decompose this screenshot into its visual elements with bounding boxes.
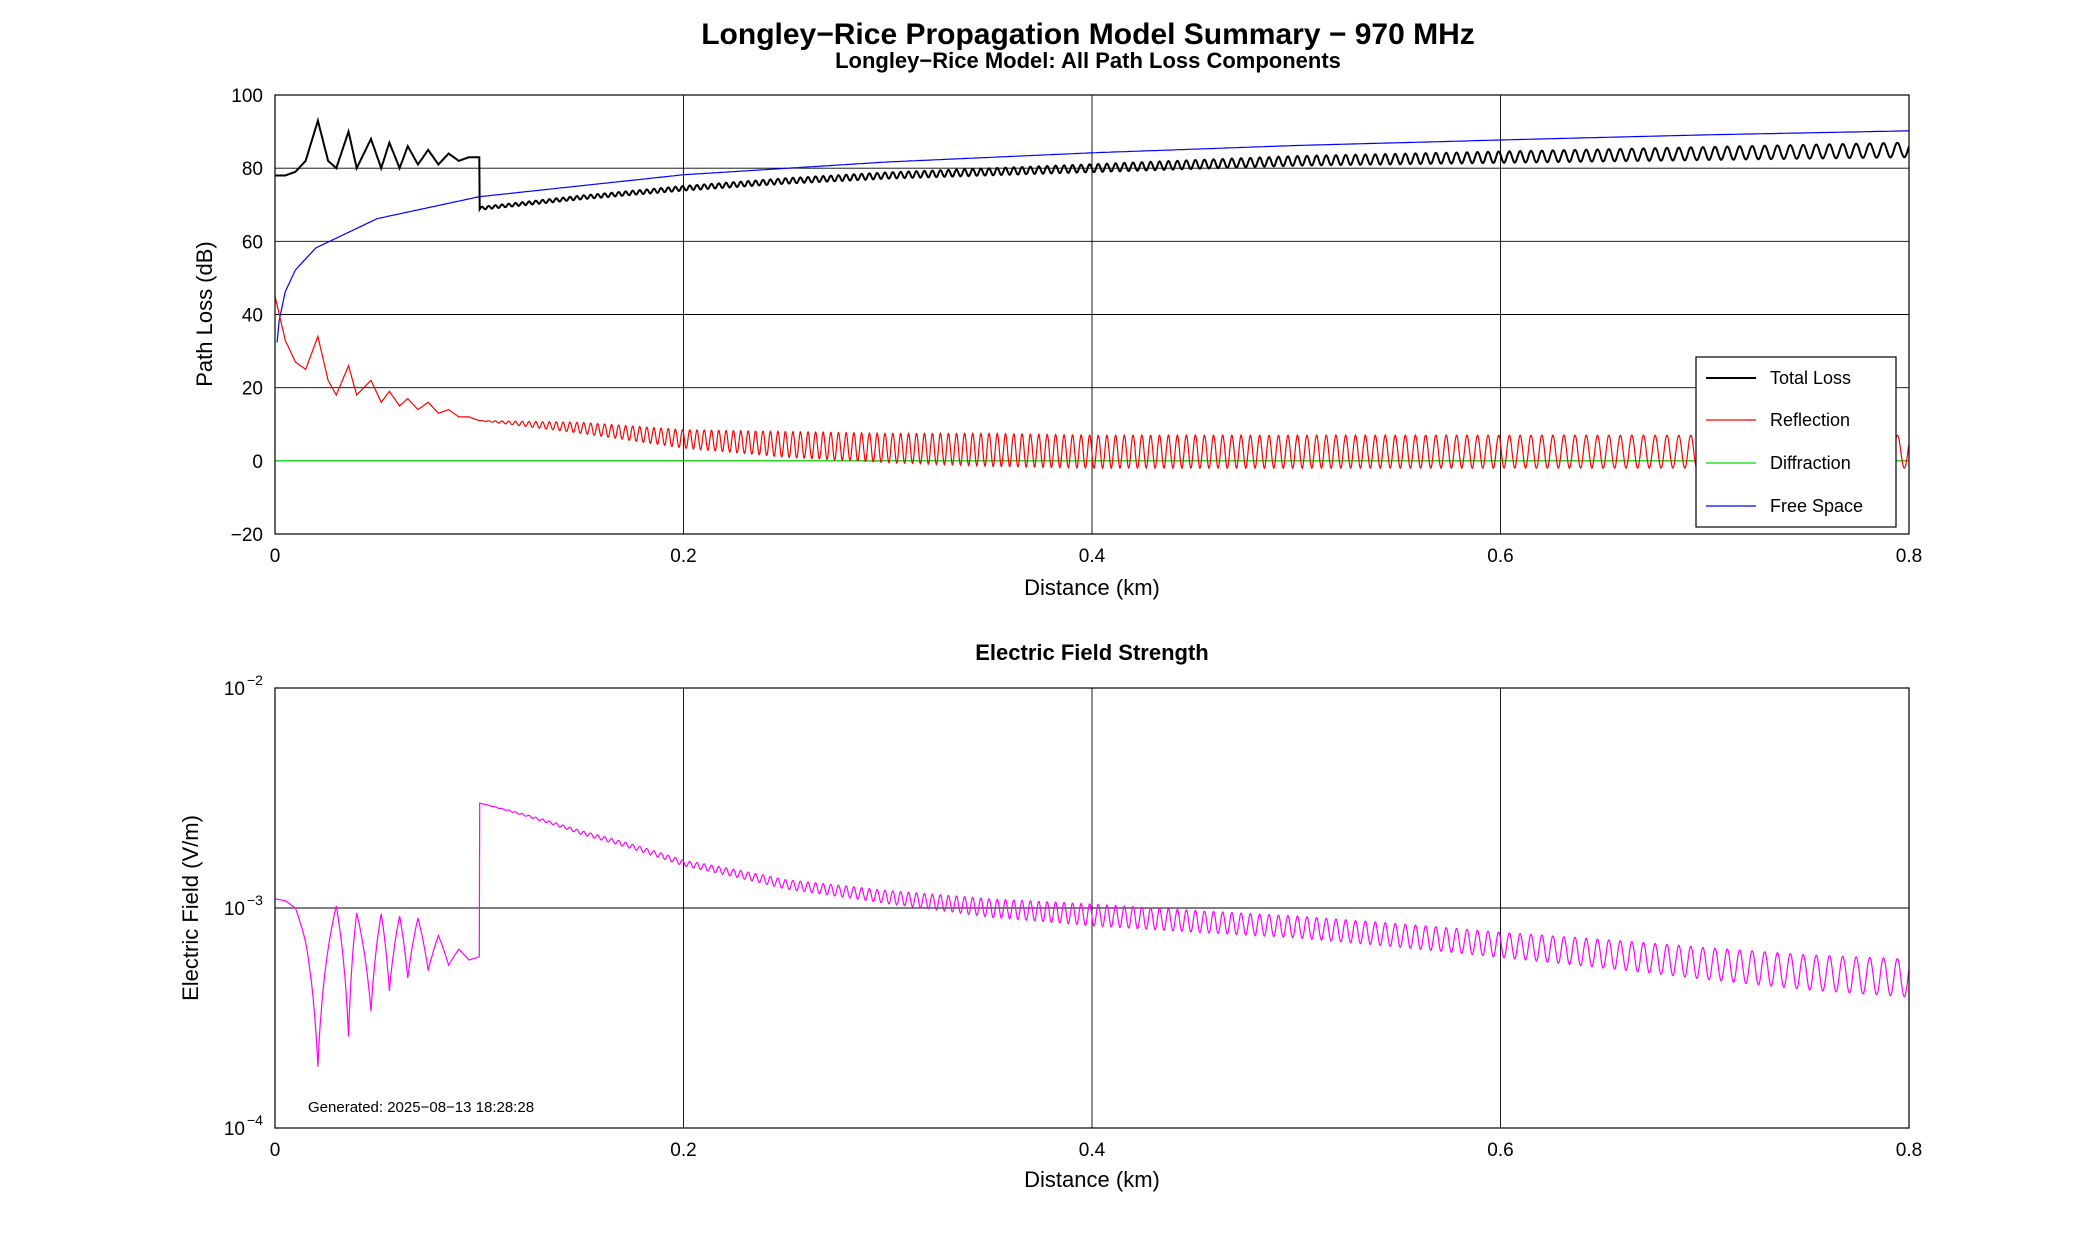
path-loss-series-group xyxy=(275,116,1909,470)
path-loss-ytick-label: 100 xyxy=(231,86,263,107)
path-loss-series-free-space xyxy=(276,130,1909,343)
electric-field-xtick-label: 0.6 xyxy=(1487,1140,1513,1161)
electric-field-xtick-label: 0 xyxy=(270,1140,281,1161)
path-loss-ylabel: Path Loss (dB) xyxy=(192,241,217,387)
legend-box xyxy=(1695,356,1897,528)
electric-field-ytick-exponent: −2 xyxy=(247,672,263,688)
electric-field-xtick-label: 0.2 xyxy=(670,1140,696,1161)
electric-field-series xyxy=(275,802,1909,1067)
path-loss-ytick-label: 80 xyxy=(242,159,263,180)
path-loss-ytick-label: −20 xyxy=(231,525,263,546)
path-loss-xtick-label: 0.6 xyxy=(1487,546,1513,567)
electric-field-ylabel: Electric Field (V/m) xyxy=(178,815,203,1001)
electric-field-series-group xyxy=(275,802,1909,1067)
electric-field-xtick-label: 0.4 xyxy=(1079,1140,1106,1161)
path-loss-ytick-label: 0 xyxy=(252,452,263,473)
electric-field-ytick-exponent: −3 xyxy=(247,892,263,908)
legend-label-free-space: Free Space xyxy=(1770,496,1863,516)
figure-suptitle: Longley−Rice Propagation Model Summary −… xyxy=(701,18,1475,51)
legend-label-diffraction: Diffraction xyxy=(1770,453,1851,473)
path-loss-series-reflection xyxy=(275,296,1909,470)
path-loss-xtick-label: 0.4 xyxy=(1079,546,1106,567)
path-loss-title: Longley−Rice Model: All Path Loss Compon… xyxy=(835,48,1341,73)
electric-field-title: Electric Field Strength xyxy=(975,640,1209,665)
electric-field-ytick-label: 10 xyxy=(224,679,245,700)
path-loss-series-total-loss xyxy=(275,116,1909,213)
electric-field-ytick-label: 10 xyxy=(224,1119,245,1140)
path-loss-ytick-label: 40 xyxy=(242,306,263,327)
electric-field-ticks: 0 0.2 0.4 0.6 0.810−410−310−2 xyxy=(224,672,1922,1161)
path-loss-ytick-label: 20 xyxy=(242,379,263,400)
electric-field-axes-box xyxy=(274,687,1910,1129)
path-loss-xtick-label: 0.2 xyxy=(670,546,696,567)
path-loss-panel: Longley−Rice Model: All Path Loss Compon… xyxy=(192,48,1922,600)
electric-field-panel: Electric Field Strength 0 0.2 0.4 0.6 0.810−… xyxy=(178,640,1922,1192)
electric-field-xlabel: Distance (km) xyxy=(1024,1167,1160,1192)
path-loss-ticks: 0 0.2 0.4 0.6 0.8 −20 0 20 40 60 80 100 xyxy=(231,86,1922,567)
generated-note: Generated: 2025−08−13 18:28:28 xyxy=(308,1099,534,1116)
path-loss-ytick-label: 60 xyxy=(242,232,263,253)
electric-field-xtick-label: 0.8 xyxy=(1896,1140,1922,1161)
path-loss-axes-box xyxy=(274,94,1910,535)
legend-label-reflection: Reflection xyxy=(1770,410,1850,430)
electric-field-ytick-exponent: −4 xyxy=(247,1112,263,1128)
path-loss-xlabel: Distance (km) xyxy=(1024,575,1160,600)
legend-label-total-loss: Total Loss xyxy=(1770,368,1851,388)
path-loss-xtick-label: 0 xyxy=(270,546,281,567)
legend: Total Loss Reflection Diffraction Free S… xyxy=(1695,356,1897,528)
electric-field-grid xyxy=(275,688,1909,1128)
path-loss-xtick-label: 0.8 xyxy=(1896,546,1922,567)
electric-field-ytick-label: 10 xyxy=(224,899,245,920)
